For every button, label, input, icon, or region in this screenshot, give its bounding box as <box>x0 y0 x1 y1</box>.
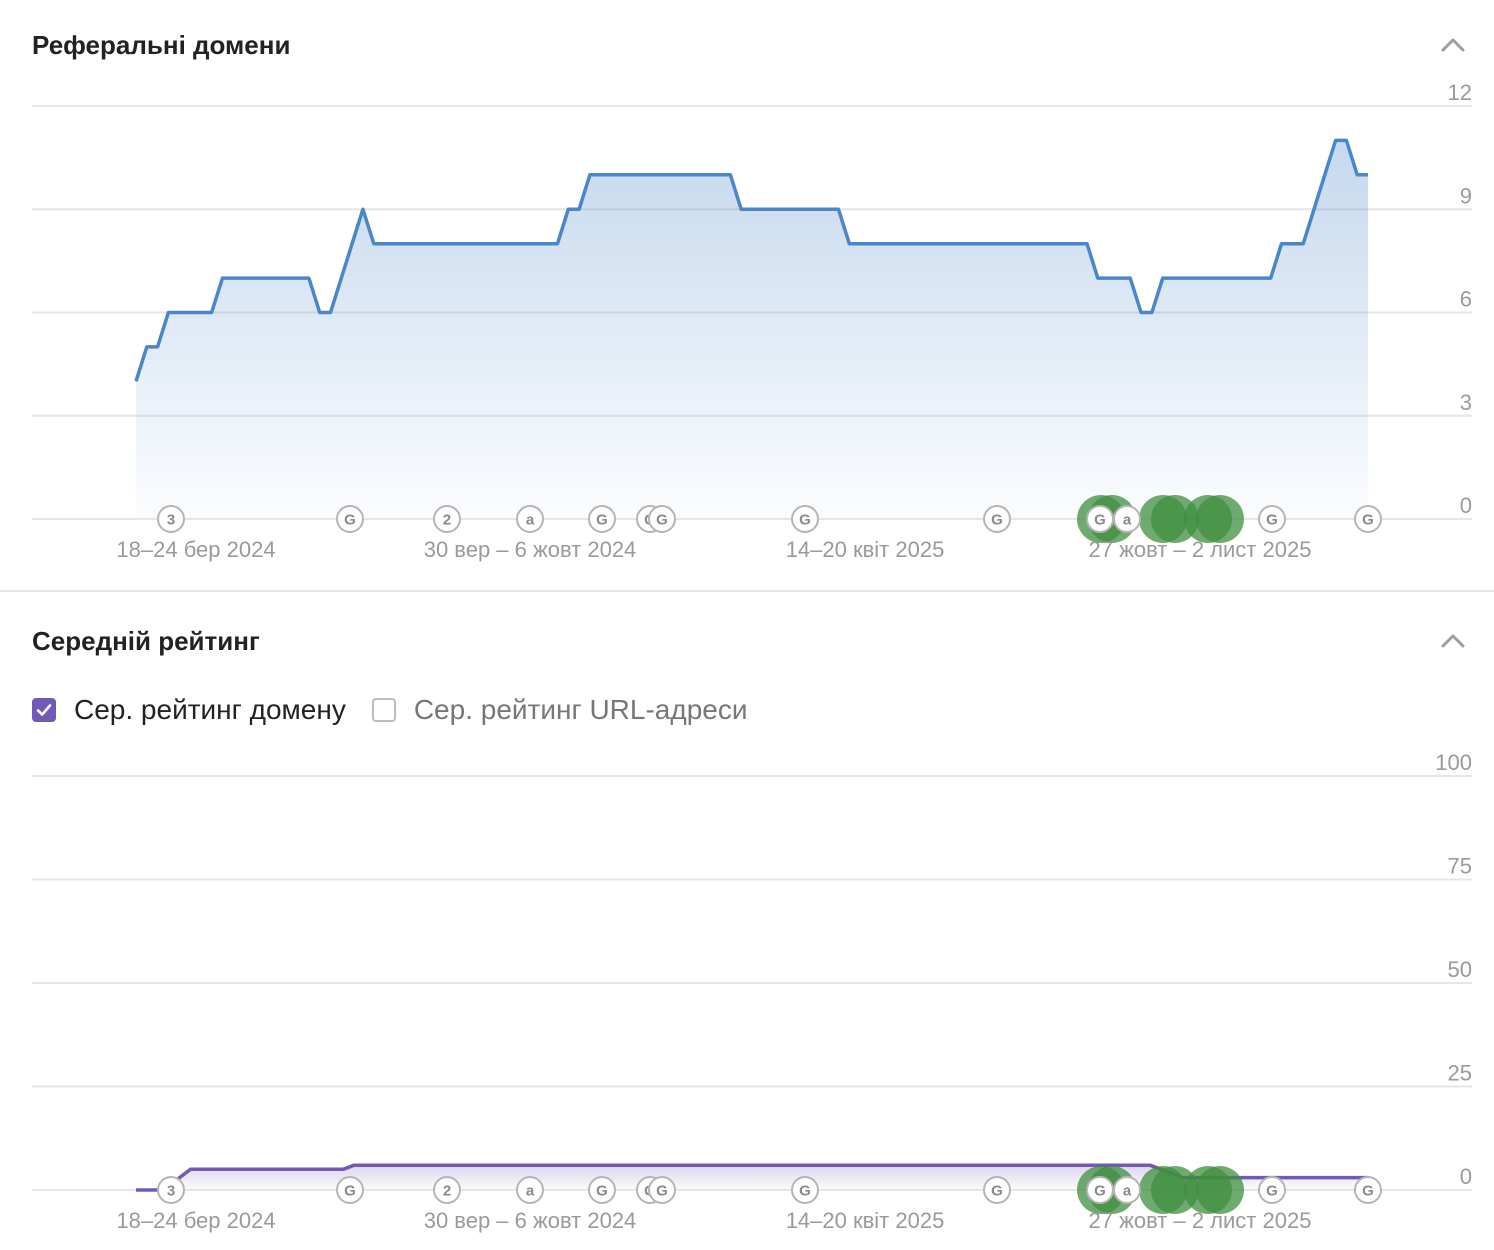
y-tick-label: 0 <box>1460 1164 1472 1189</box>
legend-label: Сер. рейтинг домену <box>74 694 346 725</box>
annotation-marker[interactable]: G <box>1354 1176 1382 1204</box>
annotation-marker-label: G <box>1362 512 1374 529</box>
annotation-marker[interactable]: 2 <box>433 505 461 533</box>
annotation-marker[interactable]: G <box>791 1176 819 1204</box>
annotation-marker-label: G <box>344 512 356 529</box>
y-tick-label: 6 <box>1460 287 1472 312</box>
chevron-up-icon[interactable] <box>1438 626 1468 656</box>
annotation-marker-label: G <box>799 1183 811 1200</box>
annotation-marker[interactable]: G <box>1086 505 1114 533</box>
annotation-marker[interactable]: a <box>1113 1176 1141 1204</box>
annotation-marker[interactable]: G <box>1086 1176 1114 1204</box>
annotation-marker-label: G <box>991 1183 1003 1200</box>
average-rating-section: Середній рейтинг Сер. рейтинг домену Сер… <box>0 592 1494 1250</box>
annotation-marker[interactable]: 3 <box>157 1176 185 1204</box>
section-title: Реферальні домени <box>32 30 291 60</box>
x-tick-label: 27 жовт – 2 лист 2025 <box>1089 1208 1312 1233</box>
section-title: Середній рейтинг <box>32 626 260 656</box>
annotation-marker-label: G <box>799 512 811 529</box>
x-tick-label: 18–24 бер 2024 <box>116 1208 275 1233</box>
checkbox-checked-icon[interactable] <box>32 698 56 722</box>
checkbox-unchecked-icon[interactable] <box>371 698 396 722</box>
annotation-marker[interactable]: G <box>648 1176 676 1204</box>
annotation-marker-label: G <box>991 512 1003 529</box>
annotation-marker[interactable]: a <box>516 1176 544 1204</box>
legend-label: Сер. рейтинг URL-адреси <box>413 694 748 725</box>
x-tick-label: 18–24 бер 2024 <box>116 537 275 562</box>
annotation-marker[interactable]: G <box>588 1176 616 1204</box>
update-cluster-marker[interactable] <box>1151 1166 1199 1214</box>
x-tick-label: 14–20 квіт 2025 <box>786 1208 945 1233</box>
annotation-marker-label: 2 <box>443 512 451 529</box>
annotation-marker[interactable]: 2 <box>433 1176 461 1204</box>
x-tick-label: 14–20 квіт 2025 <box>786 537 945 562</box>
x-tick-label: 30 вер – 6 жовт 2024 <box>424 1208 637 1233</box>
annotation-marker[interactable]: a <box>516 505 544 533</box>
annotation-marker-label: a <box>526 1183 535 1200</box>
annotation-marker-label: 3 <box>167 512 175 529</box>
legend-url-rating[interactable]: Сер. рейтинг URL-адреси <box>371 694 748 726</box>
annotation-marker[interactable]: G <box>983 505 1011 533</box>
annotation-marker-label: G <box>596 1183 608 1200</box>
annotation-marker[interactable]: G <box>1258 1176 1286 1204</box>
annotation-marker[interactable]: G <box>336 1176 364 1204</box>
annotation-marker-label: G <box>344 1183 356 1200</box>
annotation-marker-label: 3 <box>167 1183 175 1200</box>
chevron-up-icon[interactable] <box>1438 30 1468 60</box>
x-tick-label: 27 жовт – 2 лист 2025 <box>1089 537 1312 562</box>
update-cluster-marker[interactable] <box>1196 1166 1244 1214</box>
x-tick-label: 30 вер – 6 жовт 2024 <box>424 537 637 562</box>
annotation-marker[interactable]: G <box>588 505 616 533</box>
y-tick-label: 0 <box>1460 493 1472 518</box>
annotation-marker[interactable]: G <box>983 1176 1011 1204</box>
annotation-marker[interactable]: G <box>1258 505 1286 533</box>
annotation-marker-label: G <box>656 1183 668 1200</box>
annotation-marker-label: G <box>596 512 608 529</box>
series-line[interactable] <box>134 138 1368 382</box>
annotation-marker-label: G <box>1094 512 1106 529</box>
y-tick-label: 75 <box>1448 854 1472 879</box>
chart-legend: Сер. рейтинг домену Сер. рейтинг URL-адр… <box>32 692 774 728</box>
legend-domain-rating[interactable]: Сер. рейтинг домену <box>32 694 346 726</box>
series-area <box>136 140 1368 519</box>
y-tick-label: 3 <box>1460 390 1472 415</box>
y-tick-label: 25 <box>1448 1061 1472 1086</box>
y-tick-label: 50 <box>1448 957 1472 982</box>
annotation-marker[interactable]: G <box>1354 505 1382 533</box>
annotation-marker-label: G <box>656 512 668 529</box>
annotation-marker[interactable]: G <box>336 505 364 533</box>
annotation-marker[interactable]: a <box>1113 505 1141 533</box>
update-cluster-marker[interactable] <box>1196 495 1244 543</box>
average-rating-chart: 02550751003G2aGGGGGGaGG18–24 бер 202430 … <box>32 750 1472 1233</box>
annotation-marker[interactable]: G <box>791 505 819 533</box>
update-cluster-marker[interactable] <box>1151 495 1199 543</box>
y-tick-label: 9 <box>1460 183 1472 208</box>
annotation-marker-label: 2 <box>443 1183 451 1200</box>
referring-domains-section: Реферальні домени 0369123G2aGGGGGGaGG18–… <box>0 0 1494 590</box>
y-tick-label: 12 <box>1448 80 1472 105</box>
annotation-marker-label: a <box>526 512 535 529</box>
annotation-marker[interactable]: G <box>648 505 676 533</box>
annotation-marker-label: G <box>1362 1183 1374 1200</box>
y-tick-label: 100 <box>1435 750 1472 775</box>
annotation-marker-label: G <box>1266 512 1278 529</box>
annotation-marker[interactable]: 3 <box>157 505 185 533</box>
annotation-marker-label: G <box>1266 1183 1278 1200</box>
annotation-marker-label: G <box>1094 1183 1106 1200</box>
annotation-marker-label: a <box>1123 1183 1132 1200</box>
annotation-marker-label: a <box>1123 512 1132 529</box>
section-divider <box>0 590 1494 592</box>
